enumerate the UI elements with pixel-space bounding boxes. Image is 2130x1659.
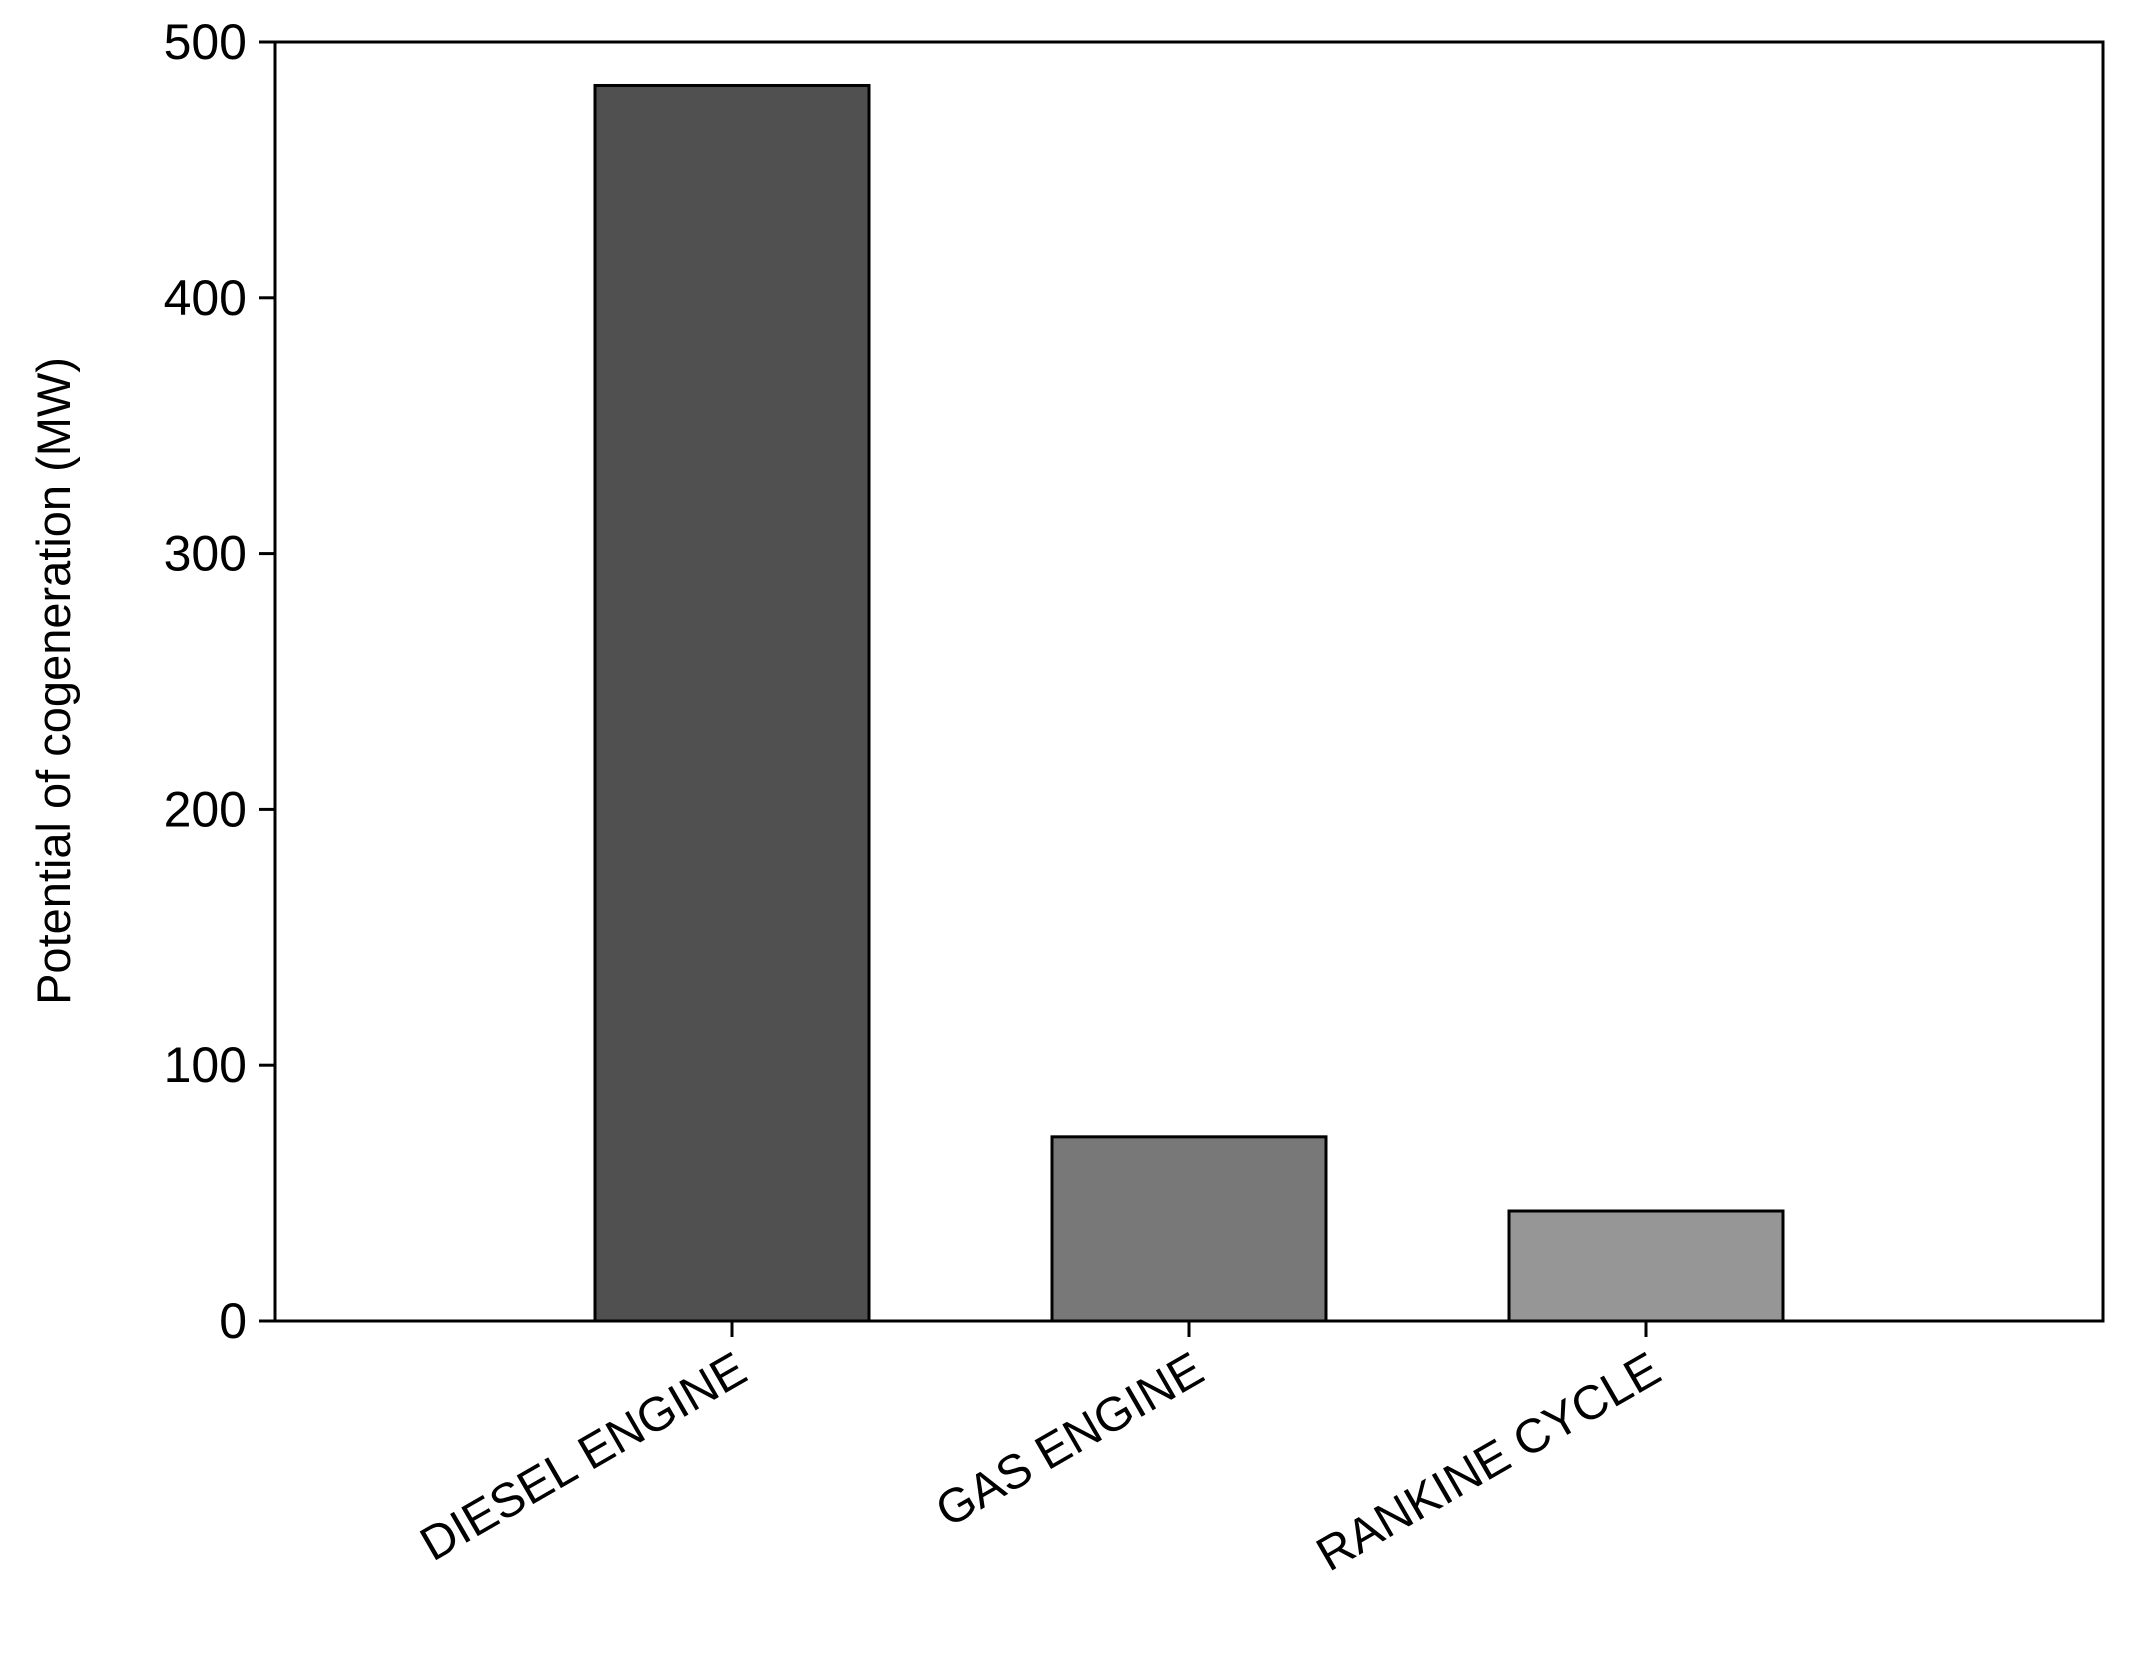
y-axis-label: Potential of cogeneration (MW) xyxy=(27,357,80,1005)
y-tick-label: 400 xyxy=(164,270,247,326)
y-tick-label: 0 xyxy=(219,1293,247,1349)
x-axis: DIESEL ENGINE GAS ENGINE RANKINE CYCLE xyxy=(412,1321,1670,1582)
bar-gas-engine xyxy=(1050,1135,1328,1323)
y-tick-label: 500 xyxy=(164,14,247,70)
y-axis: 0 100 200 300 400 500 xyxy=(164,14,275,1349)
bar-rankine-cycle xyxy=(1507,1209,1785,1323)
bars xyxy=(593,83,1785,1323)
y-tick-label: 100 xyxy=(164,1037,247,1093)
x-tick-label: DIESEL ENGINE xyxy=(412,1343,756,1572)
x-tick-label: GAS ENGINE xyxy=(927,1343,1212,1538)
y-tick-label: 200 xyxy=(164,781,247,837)
x-tick-label: RANKINE CYCLE xyxy=(1308,1343,1669,1582)
y-tick-label: 300 xyxy=(164,526,247,582)
bar-diesel-engine xyxy=(593,83,871,1323)
plot-frame xyxy=(273,40,2105,1323)
